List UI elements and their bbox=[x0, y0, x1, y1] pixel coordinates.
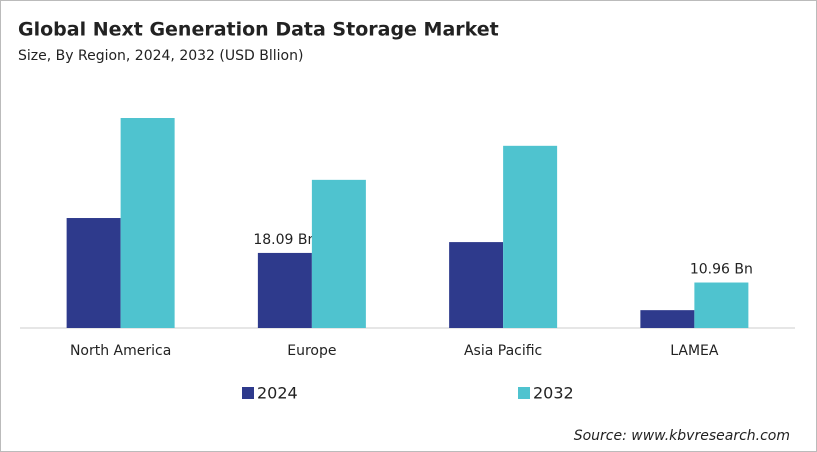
bar bbox=[694, 282, 749, 328]
bar bbox=[311, 179, 366, 328]
bar bbox=[640, 310, 695, 328]
legend-label: 2024 bbox=[257, 384, 298, 403]
data-label: 18.09 Bn bbox=[253, 232, 316, 248]
chart-subtitle: Size, By Region, 2024, 2032 (USD Bllion) bbox=[18, 48, 303, 64]
legend-swatch bbox=[518, 387, 530, 399]
data-label: 10.96 Bn bbox=[690, 262, 753, 278]
x-tick-label: LAMEA bbox=[670, 343, 719, 359]
bar bbox=[120, 118, 175, 328]
legend-swatch bbox=[242, 387, 254, 399]
bar bbox=[503, 145, 558, 328]
x-tick-label: North America bbox=[70, 343, 171, 359]
bar bbox=[66, 218, 121, 328]
source: Source: www.kbvresearch.com bbox=[574, 428, 790, 444]
x-tick-label: Asia Pacific bbox=[464, 343, 542, 359]
chart-title: Global Next Generation Data Storage Mark… bbox=[18, 19, 499, 41]
bar bbox=[449, 242, 504, 328]
x-tick-label: Europe bbox=[287, 343, 336, 359]
legend-label: 2032 bbox=[533, 384, 574, 403]
bar bbox=[257, 252, 312, 328]
